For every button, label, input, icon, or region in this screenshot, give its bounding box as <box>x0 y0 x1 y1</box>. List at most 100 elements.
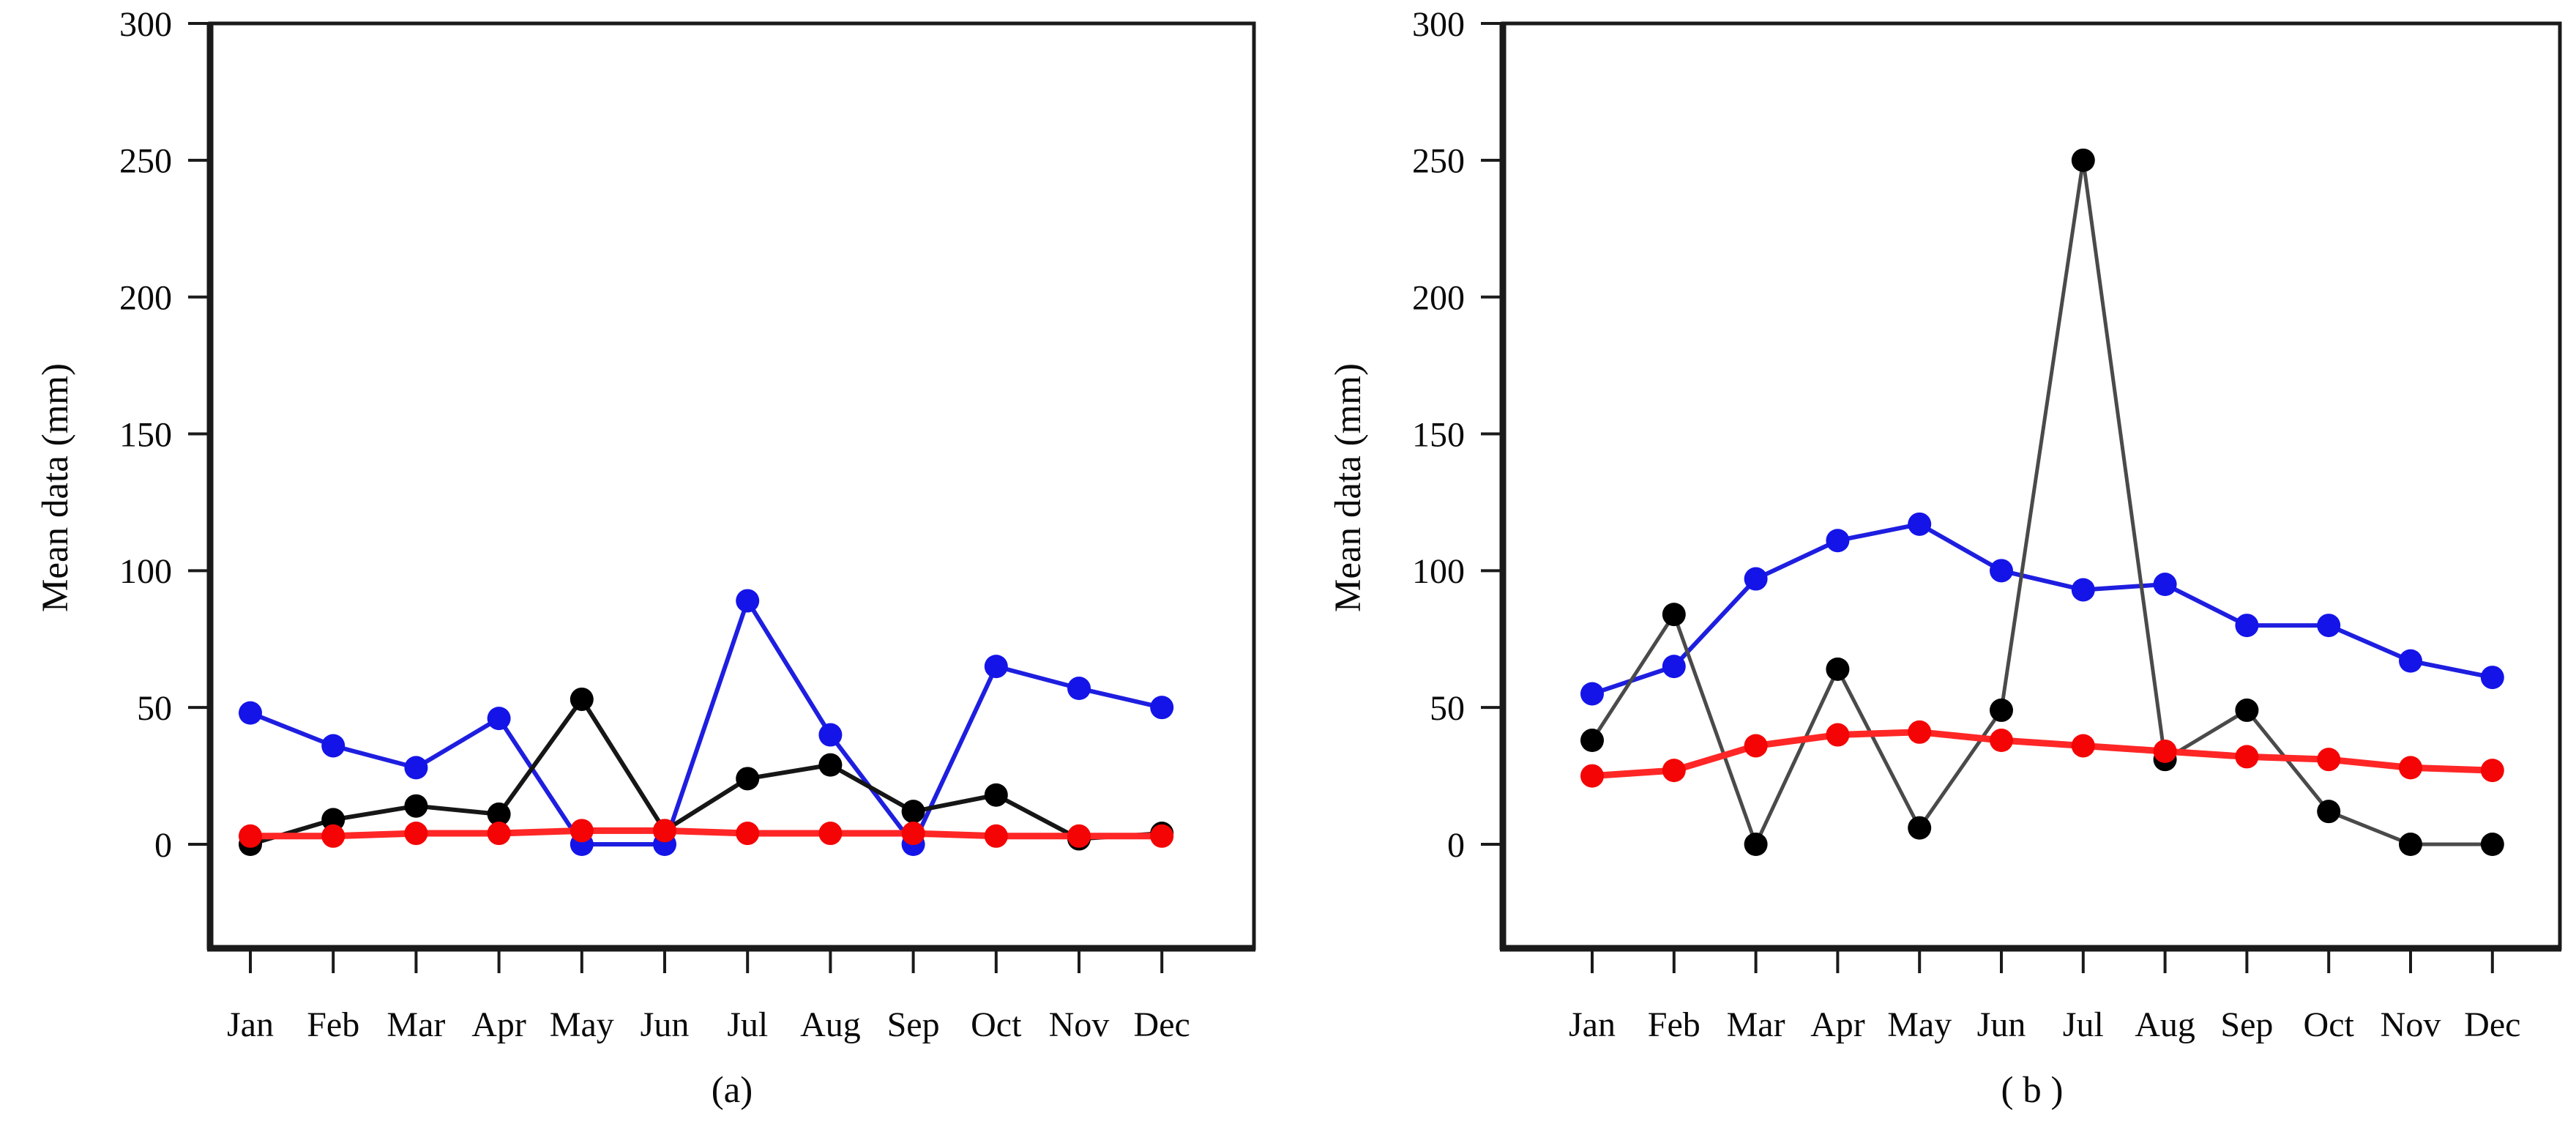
series-black-point <box>1744 833 1768 857</box>
series-black-point <box>2235 698 2259 722</box>
series-red-point <box>321 824 346 848</box>
series-blue-line <box>1590 521 2495 696</box>
month-label: Jun <box>641 1005 690 1044</box>
series-red-point <box>1067 824 1091 848</box>
series-red-point <box>1580 764 1604 788</box>
series-red-point <box>901 822 925 846</box>
series-black-point <box>1580 729 1604 753</box>
series-red-point <box>1826 723 1850 747</box>
y-tick-label: 250 <box>1412 142 1465 181</box>
series-black-point <box>901 800 925 824</box>
series-black-point <box>2317 800 2341 824</box>
month-label: Sep <box>2220 1005 2273 1044</box>
series-blue-point <box>2071 578 2095 602</box>
y-tick-label: 150 <box>1412 415 1465 454</box>
y-tick-label: 300 <box>119 5 172 44</box>
series-blue-point <box>1826 529 1850 553</box>
month-label: Dec <box>1134 1005 1190 1044</box>
month-label: Feb <box>307 1005 359 1044</box>
month-label: Jan <box>227 1005 274 1044</box>
y-axis-title-a: Mean data (mm) <box>35 363 76 612</box>
series-blue-point <box>984 655 1008 679</box>
chart-a: 0 50 100 150 200 250 300 Jan Feb Mar Apr May Jun Jul A… <box>35 5 1256 1111</box>
series-red-point <box>1744 734 1768 758</box>
series-blue-point <box>1908 512 1932 536</box>
series-red-point <box>736 822 760 846</box>
plot-frame <box>1501 21 2562 950</box>
series-red-point <box>1150 824 1174 848</box>
series-blue-point <box>736 589 760 613</box>
series-black-point <box>818 753 843 777</box>
series-blue-point <box>818 723 843 747</box>
series-black-point <box>2399 833 2422 857</box>
series-black-point <box>736 767 760 791</box>
month-label: Aug <box>800 1005 861 1044</box>
series-blue-point <box>2235 614 2259 638</box>
series-blue-line <box>248 598 1165 847</box>
series-red-point <box>818 822 843 846</box>
series-blue-point <box>321 734 346 758</box>
month-label: Nov <box>1049 1005 1110 1044</box>
series-red-point <box>239 824 262 848</box>
month-label: Nov <box>2381 1005 2441 1044</box>
series-red-line <box>247 827 1165 840</box>
series-blue-point <box>404 756 428 780</box>
series-red-point <box>570 819 594 843</box>
series-blue-point <box>239 701 262 725</box>
series-black-point <box>1826 657 1850 681</box>
month-label: Apr <box>471 1005 526 1044</box>
month-label: Sep <box>887 1005 940 1044</box>
series-blue-point <box>2153 573 2177 597</box>
series-black-point <box>321 808 346 832</box>
series-red-point <box>2399 756 2422 780</box>
month-label: Jun <box>1977 1005 2026 1044</box>
series-black-point <box>570 687 594 711</box>
series-red-point <box>404 822 428 846</box>
y-tick-label: 0 <box>154 826 172 865</box>
series-black-point <box>404 794 428 818</box>
month-label: Jan <box>1569 1005 1616 1044</box>
y-tick-label: 250 <box>119 142 172 181</box>
series-blue-point <box>2399 649 2422 673</box>
series-black-line <box>1590 158 2495 846</box>
series-red-point <box>487 822 511 846</box>
series-blue-point <box>1744 567 1768 591</box>
series-black-line <box>248 696 1165 847</box>
series-black-point <box>2071 148 2095 172</box>
series-red-point <box>1908 720 1932 744</box>
month-label: Mar <box>387 1005 445 1044</box>
caption-a: (a) <box>712 1070 753 1111</box>
month-label: Jul <box>2063 1005 2104 1044</box>
y-tick-label: 50 <box>1430 689 1465 728</box>
series-blue-point <box>1580 682 1604 706</box>
series-red-line <box>1588 729 2496 780</box>
y-axis-title-b: Mean data (mm) <box>1328 363 1369 612</box>
y-tick-label: 200 <box>119 278 172 317</box>
month-label: Mar <box>1727 1005 1785 1044</box>
series-red-point <box>984 824 1008 848</box>
series-black-point <box>2480 833 2504 857</box>
y-tick-label: 150 <box>119 415 172 454</box>
series-red-point <box>2317 748 2341 772</box>
y-tick-label: 100 <box>1412 552 1465 591</box>
series-red-point <box>2235 745 2259 769</box>
series-blue-point <box>1067 677 1091 701</box>
series-black-point <box>1662 603 1686 627</box>
series-black-point <box>984 783 1008 807</box>
chart-b: 0 50 100 150 200 250 300 Jan Feb Mar Apr May Jun Jul A… <box>1328 5 2562 1111</box>
series-red-point <box>2071 734 2095 758</box>
y-tick-label: 50 <box>137 689 172 728</box>
month-label: Aug <box>2135 1005 2195 1044</box>
caption-b: ( b ) <box>2001 1070 2064 1111</box>
month-label: Apr <box>1810 1005 1865 1044</box>
month-label: Jul <box>727 1005 768 1044</box>
month-label: Oct <box>2304 1005 2355 1044</box>
month-label: Oct <box>971 1005 1022 1044</box>
plot-frame <box>208 21 1256 950</box>
series-blue-point <box>487 707 511 731</box>
month-label: May <box>550 1005 614 1044</box>
series-blue-point <box>1150 696 1174 720</box>
month-label: Feb <box>1648 1005 1700 1044</box>
